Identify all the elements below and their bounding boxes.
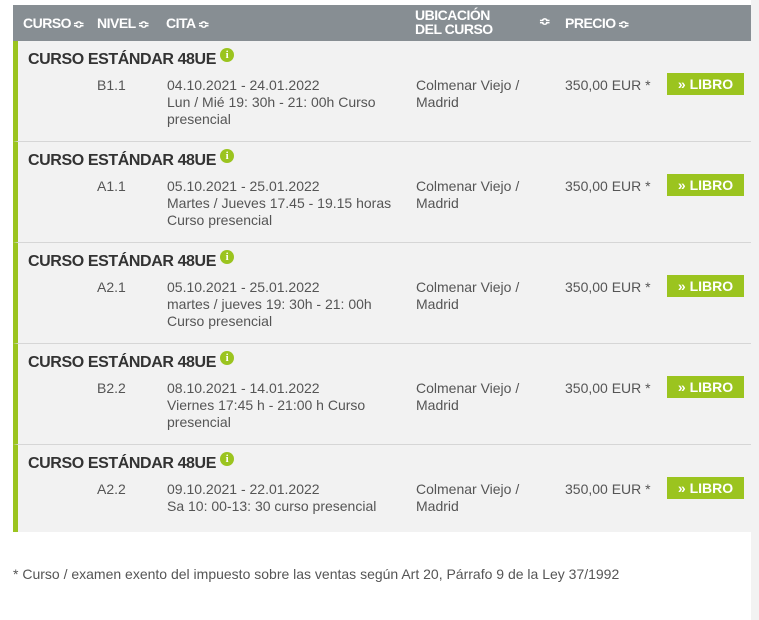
book-button[interactable]: » LIBRO <box>667 376 744 398</box>
course-table: CURSO ≎ NIVEL ≎ CITA ≎ UBICACIÓN DEL CURSO … <box>13 5 751 532</box>
sort-icon: ≎ <box>137 19 149 31</box>
course-location: Colmenar Viejo / Madrid <box>416 279 520 312</box>
header-label: NIVEL <box>97 15 136 31</box>
course-price: 350,00 EUR * <box>565 77 651 93</box>
course-title-text: CURSO ESTÁNDAR 48UE <box>28 51 216 68</box>
sort-icon[interactable]: ≎ <box>538 16 551 28</box>
course-level: B1.1 <box>97 77 126 93</box>
date-range: 05.10.2021 - 25.01.2022 <box>167 279 320 295</box>
course-title: CURSO ESTÁNDAR 48UE i <box>28 351 234 371</box>
date-range: 04.10.2021 - 24.01.2022 <box>167 77 320 93</box>
book-button[interactable]: » LIBRO <box>667 477 744 499</box>
course-price: 350,00 EUR * <box>565 380 651 396</box>
book-label: LIBRO <box>689 76 734 92</box>
course-location: Colmenar Viejo / Madrid <box>416 380 520 413</box>
double-chevron-icon: » <box>677 480 686 496</box>
sort-precio[interactable]: PRECIO ≎ <box>565 15 629 31</box>
info-icon[interactable]: i <box>220 48 234 62</box>
schedule: Martes / Jueves 17.45 - 19.15 horas Curs… <box>167 195 392 228</box>
double-chevron-icon: » <box>677 379 686 395</box>
footnote: * Curso / examen exento del impuesto sob… <box>13 566 620 582</box>
double-chevron-icon: » <box>677 278 686 294</box>
header-label: CITA <box>166 15 196 31</box>
course-date: 08.10.2021 - 14.01.2022 Viernes 17:45 h -… <box>167 380 399 431</box>
course-level: A2.2 <box>97 481 126 497</box>
scroll-gutter <box>751 0 759 620</box>
book-label: LIBRO <box>689 379 734 395</box>
table-header: CURSO ≎ NIVEL ≎ CITA ≎ UBICACIÓN DEL CURSO … <box>13 5 751 41</box>
schedule: martes / jueves 19: 30h - 21: 00h Curso … <box>167 296 372 329</box>
course-title: CURSO ESTÁNDAR 48UE i <box>28 48 234 68</box>
double-chevron-icon: » <box>677 177 686 193</box>
sort-nivel[interactable]: NIVEL ≎ <box>97 15 149 31</box>
table-row: CURSO ESTÁNDAR 48UE i B2.2 08.10.2021 - 1… <box>13 344 751 445</box>
schedule: Viernes 17:45 h - 21:00 h Curso presenci… <box>167 397 366 430</box>
table-row: CURSO ESTÁNDAR 48UE i A2.1 05.10.2021 - 2… <box>13 243 751 344</box>
sort-cita[interactable]: CITA ≎ <box>166 15 209 31</box>
course-level: B2.2 <box>97 380 126 396</box>
course-title-text: CURSO ESTÁNDAR 48UE <box>28 455 216 472</box>
date-range: 05.10.2021 - 25.01.2022 <box>167 178 320 194</box>
table-row: CURSO ESTÁNDAR 48UE i B1.1 04.10.2021 - 2… <box>13 41 751 142</box>
course-date: 04.10.2021 - 24.01.2022 Lun / Mié 19: 30h… <box>167 77 399 128</box>
header-label: CURSO <box>23 15 72 31</box>
course-title: CURSO ESTÁNDAR 48UE i <box>28 250 234 270</box>
course-title-text: CURSO ESTÁNDAR 48UE <box>28 253 216 270</box>
table-row: CURSO ESTÁNDAR 48UE i A2.2 09.10.2021 - 2… <box>13 445 751 532</box>
course-price: 350,00 EUR * <box>565 178 651 194</box>
course-location: Colmenar Viejo / Madrid <box>416 481 520 514</box>
course-level: A2.1 <box>97 279 126 295</box>
sort-icon: ≎ <box>72 19 85 31</box>
book-button[interactable]: » LIBRO <box>667 73 744 95</box>
double-chevron-icon: » <box>677 76 686 92</box>
info-icon[interactable]: i <box>220 351 234 365</box>
course-location: Colmenar Viejo / Madrid <box>416 77 520 110</box>
book-label: LIBRO <box>689 480 734 496</box>
book-button[interactable]: » LIBRO <box>667 275 744 297</box>
info-icon[interactable]: i <box>220 452 234 466</box>
course-title: CURSO ESTÁNDAR 48UE i <box>28 452 234 472</box>
course-location: Colmenar Viejo / Madrid <box>416 178 520 211</box>
course-price: 350,00 EUR * <box>565 279 651 295</box>
course-date: 09.10.2021 - 22.01.2022 Sa 10: 00-13: 30 … <box>167 481 399 515</box>
sort-icon: ≎ <box>617 19 629 31</box>
book-button[interactable]: » LIBRO <box>667 174 744 196</box>
course-title: CURSO ESTÁNDAR 48UE i <box>28 149 234 169</box>
info-icon[interactable]: i <box>220 149 234 163</box>
sort-ubicacion[interactable]: UBICACIÓN DEL CURSO <box>415 7 493 37</box>
course-price: 350,00 EUR * <box>565 481 651 497</box>
info-icon[interactable]: i <box>220 250 234 264</box>
course-title-text: CURSO ESTÁNDAR 48UE <box>28 152 216 169</box>
course-date: 05.10.2021 - 25.01.2022 martes / jueves 1… <box>167 279 399 330</box>
book-label: LIBRO <box>689 177 734 193</box>
course-title-text: CURSO ESTÁNDAR 48UE <box>28 354 216 371</box>
sort-curso[interactable]: CURSO ≎ <box>23 15 85 31</box>
schedule: Lun / Mié 19: 30h - 21: 00h Curso presen… <box>167 94 376 127</box>
course-level: A1.1 <box>97 178 126 194</box>
header-label: PRECIO <box>565 15 616 31</box>
table-row: CURSO ESTÁNDAR 48UE i A1.1 05.10.2021 - 2… <box>13 142 751 243</box>
date-range: 08.10.2021 - 14.01.2022 <box>167 380 320 396</box>
course-date: 05.10.2021 - 25.01.2022 Martes / Jueves 1… <box>167 178 399 229</box>
sort-icon: ≎ <box>197 19 209 31</box>
schedule: Sa 10: 00-13: 30 curso presencial <box>167 498 377 514</box>
date-range: 09.10.2021 - 22.01.2022 <box>167 481 320 497</box>
book-label: LIBRO <box>689 278 734 294</box>
